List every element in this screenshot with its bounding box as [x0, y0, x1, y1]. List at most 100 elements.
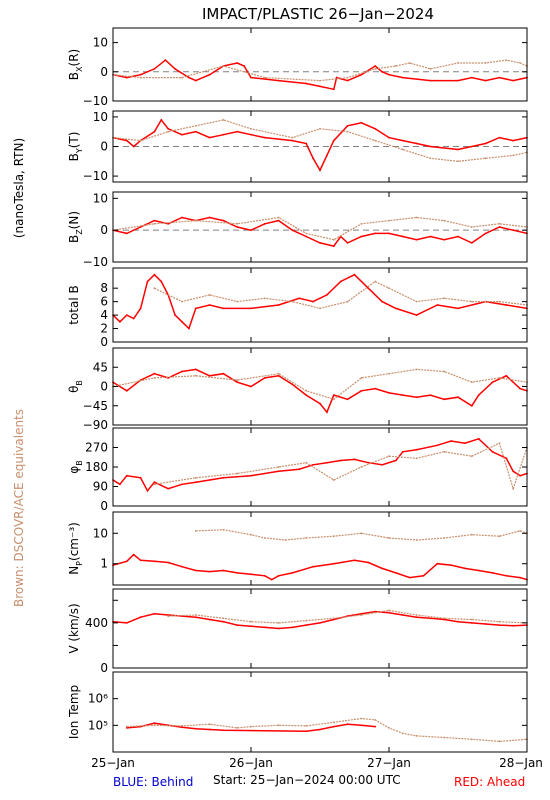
point-ahead-phi-22 [436, 444, 439, 447]
point-dscovr-bz-6 [332, 238, 335, 241]
ytick-label: 90 [93, 480, 108, 494]
point-ahead-v-9 [236, 624, 239, 626]
point-ahead-btot-19 [326, 294, 328, 296]
point-dscovr-v-7 [360, 614, 363, 616]
point-ahead-bx-12 [250, 76, 252, 79]
point-dscovr-by-12 [457, 160, 459, 163]
point-dscovr-bz-12 [498, 222, 501, 225]
point-ahead-btot-24 [395, 307, 397, 310]
ylabel-by: BY(T) [67, 132, 84, 162]
panel-frame [112, 347, 528, 426]
point-ahead-phi-16 [353, 458, 356, 461]
point-ahead-theta-22 [401, 394, 404, 396]
ylabel-bz: BZ(N) [67, 211, 84, 243]
point-ahead-by-6 [167, 127, 170, 130]
units-side-label: (nanoTesla, RTN) [12, 138, 26, 238]
point-dscovr-bz-4 [277, 216, 280, 219]
point-dscovr-v-11 [470, 618, 473, 621]
point-dscovr-bz-9 [415, 216, 418, 219]
point-ahead-by-11 [236, 130, 239, 133]
point-ahead-theta-24 [429, 394, 432, 396]
point-ahead-v-28 [498, 624, 501, 626]
point-dscovr-temp-11 [388, 727, 390, 729]
point-ahead-phi-26 [491, 450, 494, 453]
point-ahead-by-17 [319, 169, 321, 172]
point-dscovr-temp-9 [360, 717, 363, 720]
point-ahead-bz-3 [153, 219, 156, 222]
point-ahead-theta-1 [125, 389, 128, 392]
series-ahead-bx [112, 59, 528, 91]
series-ahead-btot [112, 273, 528, 330]
ylabel-theta: θB [67, 380, 84, 393]
point-dscovr-btot-6 [319, 307, 321, 310]
point-ahead-phi-13 [312, 463, 314, 466]
point-ahead-by-23 [388, 136, 390, 139]
point-ahead-bz-23 [415, 238, 418, 241]
ytick-label: −45 [83, 399, 108, 413]
point-ahead-btot-18 [312, 300, 314, 303]
point-ahead-theta-13 [291, 383, 294, 386]
point-ahead-bx-21 [381, 70, 383, 73]
point-dscovr-bx-3 [222, 65, 225, 67]
point-ahead-bx-7 [194, 79, 197, 82]
point-ahead-bz-16 [332, 245, 335, 248]
point-ahead-btot-14 [222, 307, 225, 310]
point-ahead-by-22 [374, 127, 377, 130]
point-ahead-np-8 [208, 570, 211, 573]
point-dscovr-btot-9 [388, 287, 390, 290]
point-ahead-phi-8 [194, 481, 197, 484]
point-ahead-v-20 [388, 611, 390, 614]
point-ahead-theta-19 [360, 389, 363, 392]
ytick-label: 10 [93, 36, 108, 50]
point-ahead-v-11 [263, 626, 266, 629]
point-dscovr-bx-6 [346, 76, 349, 79]
point-dscovr-v-5 [305, 619, 308, 622]
point-ahead-np-14 [277, 574, 280, 577]
ytick-label: 2 [100, 322, 108, 336]
ytick-label: 180 [85, 460, 108, 474]
ylabel-v: V (km/s) [67, 603, 81, 653]
ylabel-bx: BX(R) [67, 49, 84, 80]
point-ahead-bx-3 [153, 68, 156, 70]
series-dscovr-phi [154, 442, 528, 491]
point-ahead-np-1 [125, 560, 128, 563]
point-ahead-bx-11 [243, 65, 246, 67]
series-dscovr-theta [112, 368, 528, 400]
point-dscovr-temp-13 [415, 735, 418, 737]
point-ahead-np-3 [139, 559, 142, 562]
point-dscovr-np-9 [415, 539, 418, 541]
point-dscovr-phi-6 [360, 466, 363, 468]
point-ahead-bx-18 [346, 79, 349, 82]
point-dscovr-np-0 [194, 530, 197, 532]
point-ahead-bx-1 [125, 76, 128, 79]
point-ahead-bx-14 [305, 82, 308, 85]
footer-behind: BLUE: Behind [113, 775, 193, 789]
footer-start: Start: 25−Jan−2024 00:00 UTC [213, 773, 401, 787]
point-ahead-bz-15 [319, 242, 321, 244]
point-ahead-v-3 [153, 612, 156, 615]
point-ahead-phi-29 [519, 474, 521, 477]
point-ahead-np-24 [436, 562, 439, 565]
ylabel-phi: φB [67, 460, 84, 473]
point-ahead-v-7 [208, 618, 211, 621]
xtick-label: 27−Jan [367, 756, 411, 770]
point-dscovr-theta-4 [277, 372, 280, 375]
ylabel-np: NP(cm⁻³) [67, 522, 84, 575]
series-dscovr-by [112, 119, 528, 162]
point-ahead-np-10 [236, 572, 239, 574]
point-ahead-temp-9 [319, 728, 321, 731]
point-ahead-phi-10 [250, 474, 252, 477]
point-ahead-v-29 [512, 624, 515, 627]
point-ahead-np-30 [519, 576, 521, 579]
point-ahead-phi-21 [415, 448, 418, 451]
point-ahead-np-9 [222, 569, 225, 572]
point-dscovr-bx-2 [181, 76, 183, 79]
point-ahead-by-29 [498, 136, 501, 139]
point-dscovr-btot-5 [291, 300, 294, 303]
point-dscovr-theta-10 [443, 370, 446, 373]
point-ahead-np-4 [153, 560, 156, 563]
point-dscovr-by-6 [291, 136, 294, 139]
point-dscovr-v-4 [277, 622, 280, 624]
xtick-label: 28−Jan [499, 756, 543, 770]
